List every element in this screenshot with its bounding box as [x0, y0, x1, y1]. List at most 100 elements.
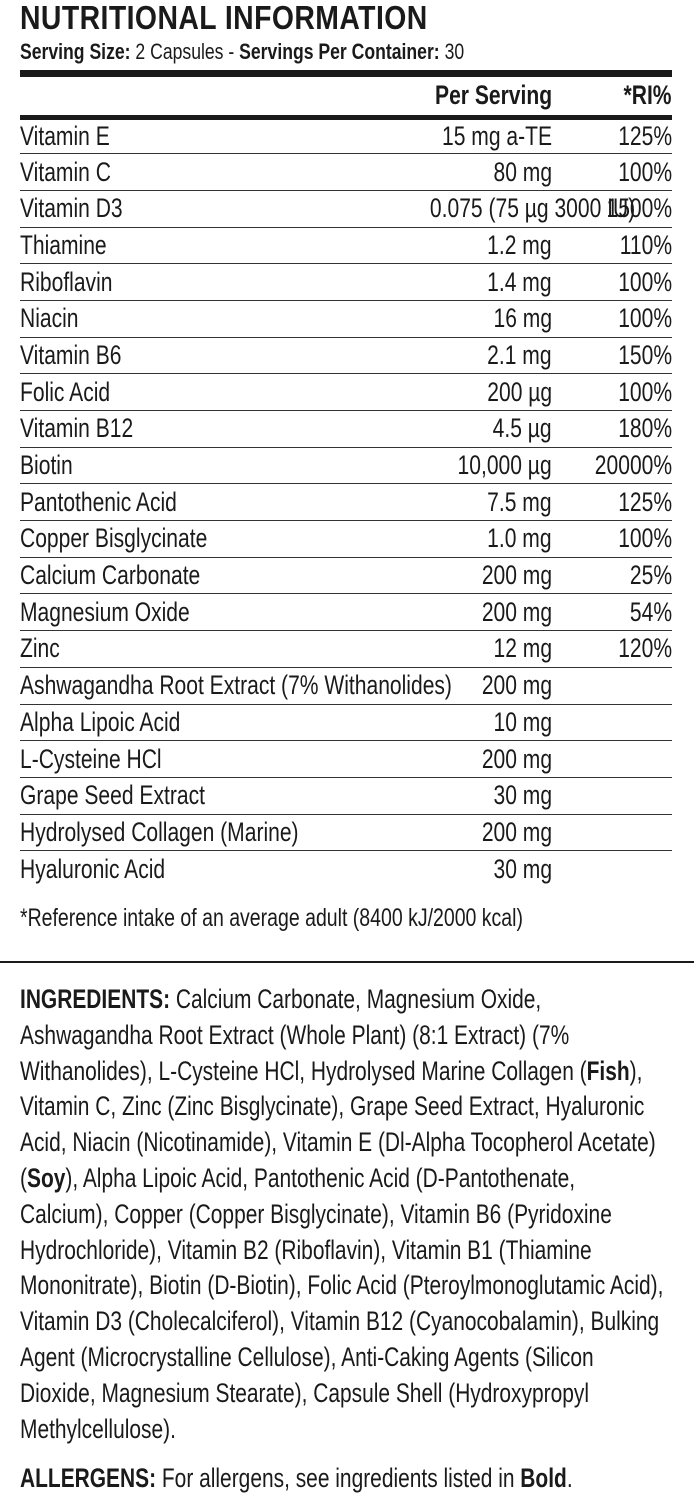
- nutrient-name: Folic Acid: [20, 373, 372, 411]
- amount-per-serving: 1.2 mg: [372, 227, 552, 265]
- nutrient-name: Vitamin D3: [20, 190, 372, 228]
- table-row: Vitamin C 80 mg 100%: [20, 153, 672, 191]
- serving-size-label: Serving Size:: [20, 39, 131, 64]
- amount-per-serving: 10 mg: [372, 704, 552, 742]
- table-row: Zinc 12 mg 120%: [20, 630, 672, 668]
- nutrient-name: Vitamin B12: [20, 410, 372, 448]
- amount-per-serving: 16 mg: [372, 300, 552, 338]
- ri-percent: [552, 851, 672, 888]
- table-row: Grape Seed Extract 30 mg: [20, 777, 672, 815]
- ri-percent: 125%: [552, 117, 672, 155]
- table-row: Pantothenic Acid 7.5 mg 125%: [20, 483, 672, 522]
- nutrient-name: Zinc: [20, 630, 372, 668]
- header-ri: *RI%: [552, 77, 672, 120]
- ri-percent: [552, 777, 672, 815]
- nutrient-name: Ashwagandha Root Extract (7% Withanolide…: [20, 667, 452, 705]
- amount-per-serving: 4.5 µg: [372, 410, 552, 448]
- allergen-fish: Fish: [586, 1055, 630, 1086]
- table-row: Calcium Carbonate 200 mg 25%: [20, 557, 672, 595]
- ri-percent: 100%: [552, 373, 672, 411]
- table-row: Thiamine 1.2 mg 110%: [20, 227, 672, 265]
- table-row: Riboflavin 1.4 mg 100%: [20, 263, 672, 301]
- ri-percent: [552, 740, 672, 778]
- table-header-row: Per Serving *RI%: [20, 77, 672, 120]
- amount-per-serving: 2.1 mg: [372, 337, 552, 375]
- nutrient-name: Hyaluronic Acid: [20, 853, 166, 884]
- allergens-bold-word: Bold: [520, 1463, 567, 1493]
- ri-percent: 1500%: [552, 190, 672, 228]
- amount-per-serving: 200 mg: [372, 557, 552, 595]
- nutrient-name: Magnesium Oxide: [20, 593, 372, 632]
- page-title: NUTRITIONAL INFORMATION: [20, 0, 428, 36]
- serving-size-value: 2 Capsules: [135, 39, 224, 64]
- table-row: Vitamin B12 4.5 µg 180%: [20, 410, 672, 448]
- ri-percent: 150%: [552, 337, 672, 375]
- amount-per-serving: 200 mg: [372, 740, 552, 778]
- amount-per-serving: 30 mg: [493, 853, 552, 884]
- ri-percent: [552, 667, 672, 705]
- reference-footnote: *Reference intake of an average adult (8…: [20, 904, 523, 933]
- amount-per-serving: 200 mg: [372, 667, 552, 705]
- table-row: L-Cysteine HCl 200 mg: [20, 740, 672, 778]
- table-row: Folic Acid 200 µg 100%: [20, 373, 672, 411]
- table-row: Niacin 16 mg 100%: [20, 300, 672, 338]
- ri-percent: 180%: [552, 410, 672, 448]
- ri-percent: 20000%: [552, 447, 672, 485]
- nutrient-name: Thiamine: [20, 227, 372, 265]
- amount-per-serving: 200 µg: [372, 373, 552, 411]
- ingredients-label: INGREDIENTS:: [20, 984, 171, 1014]
- amount-per-serving: 7.5 mg: [372, 483, 552, 522]
- section-divider: [0, 961, 694, 963]
- amount-per-serving: 200 mg: [372, 593, 552, 632]
- ri-percent: 120%: [552, 630, 672, 668]
- ri-percent: 100%: [552, 300, 672, 338]
- amount-per-serving: 1.4 mg: [372, 263, 552, 301]
- table-row: Ashwagandha Root Extract (7% Withanolide…: [20, 667, 672, 705]
- header-per-serving: Per Serving: [372, 77, 552, 120]
- amount-per-serving: 80 mg: [372, 153, 552, 191]
- nutrient-name: Calcium Carbonate: [20, 557, 372, 595]
- amount-per-serving: 0.075 (75 µg 3000 IU): [372, 190, 635, 228]
- allergen-soy: Soy: [26, 1162, 66, 1193]
- allergens-section: ALLERGENS: For allergens, see ingredient…: [20, 1461, 672, 1495]
- servings-per-container-value: 30: [444, 39, 465, 64]
- nutrition-label: NUTRITIONAL INFORMATION Serving Size: 2 …: [20, 0, 672, 933]
- nutrient-name: Niacin: [20, 300, 372, 338]
- table-row: Hydrolysed Collagen (Marine) 200 mg: [20, 814, 672, 852]
- ri-percent: 100%: [552, 263, 672, 301]
- nutrient-name: Riboflavin: [20, 263, 372, 301]
- ri-percent: 100%: [552, 520, 672, 558]
- serving-info: Serving Size: 2 Capsules - Servings Per …: [20, 38, 542, 66]
- ri-percent: 110%: [552, 227, 672, 265]
- nutrient-name: Pantothenic Acid: [20, 483, 372, 522]
- table-row: Hyaluronic Acid 30 mg: [20, 851, 672, 888]
- ingredients-text: INGREDIENTS: Calcium Carbonate, Magnesiu…: [20, 984, 664, 1444]
- nutrient-name: Biotin: [20, 447, 372, 485]
- table-row: Biotin 10,000 µg 20000%: [20, 447, 672, 485]
- table-row: Alpha Lipoic Acid 10 mg: [20, 704, 672, 742]
- nutrient-name: Vitamin C: [20, 153, 372, 191]
- table-row: Magnesium Oxide 200 mg 54%: [20, 593, 672, 632]
- amount-per-serving: 15 mg a-TE: [372, 117, 552, 155]
- ri-percent: [552, 814, 672, 852]
- nutrition-table: Per Serving *RI% Vitamin E 15 mg a-TE 125%…: [20, 77, 672, 887]
- thick-divider: [20, 70, 672, 77]
- table-row: Vitamin E 15 mg a-TE 125%: [20, 117, 672, 155]
- table-row: Copper Bisglycinate 1.0 mg 100%: [20, 520, 672, 558]
- amount-per-serving: 10,000 µg: [372, 447, 552, 485]
- table-body: Vitamin E 15 mg a-TE 125% Vitamin C 80 mg 100…: [20, 117, 672, 887]
- ri-percent: 100%: [552, 153, 672, 191]
- nutrient-name: L-Cysteine HCl: [20, 740, 372, 778]
- nutrient-name: Alpha Lipoic Acid: [20, 704, 372, 742]
- ri-percent: [552, 704, 672, 742]
- serving-separator: -: [228, 39, 235, 64]
- ri-percent: 125%: [552, 483, 672, 522]
- amount-per-serving: 1.0 mg: [372, 520, 552, 558]
- ri-percent: 25%: [552, 557, 672, 595]
- amount-per-serving: 200 mg: [372, 814, 552, 852]
- header-nutrient: [20, 77, 372, 120]
- nutrient-name: Vitamin E: [20, 117, 372, 155]
- ri-percent: 54%: [552, 593, 672, 632]
- ingredients-section: INGREDIENTS: Calcium Carbonate, Magnesiu…: [20, 982, 672, 1447]
- servings-per-container-label: Servings Per Container:: [239, 39, 440, 64]
